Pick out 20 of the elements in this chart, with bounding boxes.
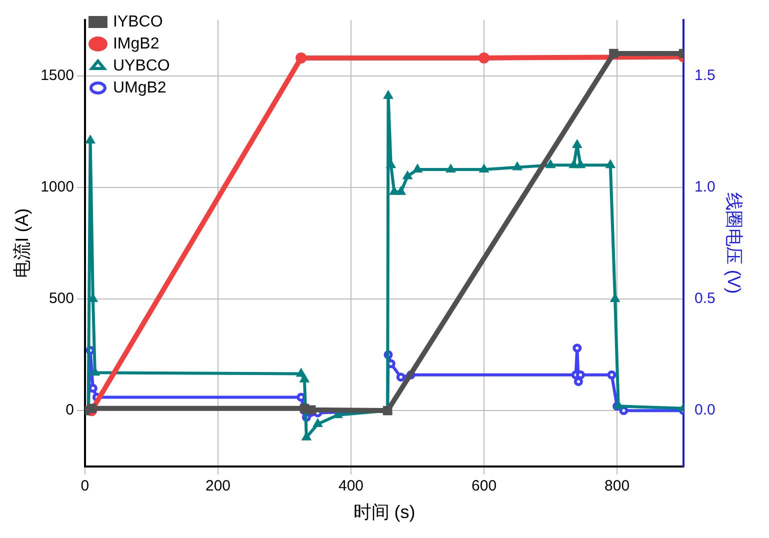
y2-tick-label: 1.5 bbox=[694, 66, 716, 84]
x-axis-title: 时间 (s) bbox=[353, 502, 416, 522]
legend-label: IMgB2 bbox=[112, 35, 160, 52]
x-tick-label: 400 bbox=[338, 478, 364, 495]
legend-label: IYBCO bbox=[112, 13, 163, 30]
y-tick-label: 500 bbox=[48, 290, 74, 308]
x-tick-label: 800 bbox=[604, 478, 630, 495]
y-axis-title: 电流I (A) bbox=[12, 208, 32, 278]
y2-tick-label: 0.5 bbox=[694, 290, 716, 308]
y-tick-label: 1500 bbox=[40, 66, 74, 84]
x-tick-label: 200 bbox=[205, 478, 230, 495]
legend-label: UYBCO bbox=[112, 57, 170, 74]
y2-axis-title: 线圈电压 (V) bbox=[724, 192, 744, 294]
y2-tick-label: 1.0 bbox=[694, 178, 716, 196]
y-tick-label: 1000 bbox=[40, 178, 74, 196]
x-tick-label: 600 bbox=[472, 478, 497, 495]
y2-tick-label: 0.0 bbox=[694, 402, 716, 419]
y-tick-label: 0 bbox=[66, 402, 74, 419]
x-tick-label: 0 bbox=[80, 478, 90, 495]
legend-label: UMgB2 bbox=[112, 79, 166, 96]
